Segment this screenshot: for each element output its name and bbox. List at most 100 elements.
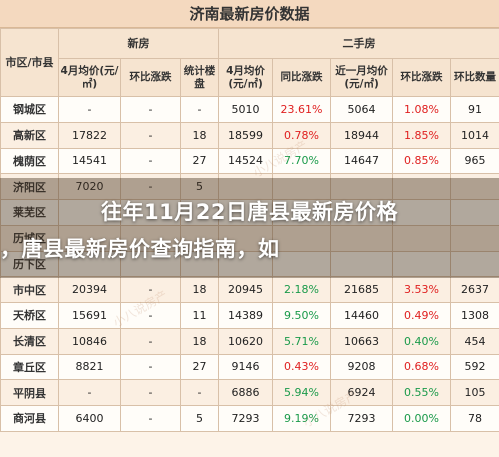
inventory-cell: 5 bbox=[179, 405, 220, 432]
sh-yoy-cell bbox=[272, 173, 332, 200]
table-row: 市中区 20394-18 20945 2.18% 21685 3.53% 2637 bbox=[0, 276, 499, 303]
sh-yoy-cell: 23.61% bbox=[272, 96, 332, 123]
district-cell: 济阳区 bbox=[0, 173, 59, 200]
sh-yoy-cell: 0.43% bbox=[272, 353, 332, 381]
district-cell: 平阴县 bbox=[0, 379, 59, 406]
second-hand-header: 二手房 bbox=[218, 28, 499, 59]
table-row: 长清区 10846-18 10620 5.71% 10663 0.40% 454 bbox=[0, 327, 499, 355]
sh-month-cell: 14460 bbox=[330, 302, 394, 329]
new-yoy-cell: - bbox=[120, 327, 181, 355]
sh-month-cell: 18944 bbox=[330, 121, 394, 149]
table-title: 济南最新房价数据 bbox=[0, 0, 499, 28]
new-avg-cell: - bbox=[58, 379, 121, 406]
new-yoy-cell bbox=[120, 250, 181, 278]
inventory-cell bbox=[179, 250, 220, 278]
new-avg-cell: - bbox=[58, 96, 121, 123]
sh-month-cell bbox=[330, 224, 394, 252]
sh-mom-cell: 0.68% bbox=[392, 353, 452, 381]
new-yoy-cell: - bbox=[120, 379, 181, 406]
sh-avg-cell: 5010 bbox=[218, 96, 274, 123]
inventory-cell bbox=[179, 224, 220, 252]
sh-yoy-cell: 0.78% bbox=[272, 121, 332, 149]
district-cell: 长清区 bbox=[0, 327, 59, 355]
sh-month-cell bbox=[330, 199, 394, 226]
inventory-cell: - bbox=[179, 379, 220, 406]
sh-mom-cell: 0.00% bbox=[392, 405, 452, 432]
sh-avg-header: 4月均价(元/㎡) bbox=[218, 58, 274, 97]
sh-mom-cell: 0.55% bbox=[392, 379, 452, 406]
inventory-cell bbox=[179, 199, 220, 226]
sh-avg-cell: 7293 bbox=[218, 405, 274, 432]
sh-yoy-cell: 7.70% bbox=[272, 147, 332, 175]
table-row: 钢城区 - - -5010 23.61% 5064 1.08% 91 bbox=[0, 96, 499, 123]
sh-avg-cell bbox=[218, 250, 274, 278]
new-yoy-cell: - bbox=[120, 405, 181, 432]
inventory-cell: - bbox=[179, 96, 220, 123]
inventory-cell: 5 bbox=[179, 173, 220, 200]
new-avg-cell: 7020 bbox=[58, 173, 121, 200]
new-avg-cell: 6400 bbox=[58, 405, 121, 432]
new-avg-cell: 10846 bbox=[58, 327, 121, 355]
new-avg-header: 4月均价(元/㎡) bbox=[58, 58, 121, 97]
new-yoy-cell: - bbox=[120, 276, 181, 303]
headline-line-1: 往年11月22日唐县最新房价格 bbox=[101, 200, 398, 224]
sh-yoy-cell bbox=[272, 224, 332, 252]
table-row: 高新区 17822-18 18599 0.78% 18944 1.85% 1014 bbox=[0, 121, 499, 149]
sh-mom-cell: 0.40% bbox=[392, 327, 452, 355]
sh-count-cell: 592 bbox=[450, 353, 499, 381]
sh-count-cell: 1014 bbox=[450, 121, 499, 149]
sh-count-cell: 91 bbox=[450, 96, 499, 123]
price-table: 市区/市县 新房 二手房 4月均价(元/㎡) 环比涨跌 统计楼盘 4月均价(元/… bbox=[0, 28, 499, 432]
sh-yoy-cell: 2.18% bbox=[272, 276, 332, 303]
table-row: 济阳区 7020-5 bbox=[0, 173, 499, 200]
district-cell: 莱芜区 bbox=[0, 199, 59, 226]
inventory-cell: 11 bbox=[179, 302, 220, 329]
sh-mom-cell: 0.49% bbox=[392, 302, 452, 329]
sh-mom-header: 环比涨跌 bbox=[392, 58, 452, 97]
new-yoy-cell bbox=[120, 224, 181, 252]
sh-count-cell: 105 bbox=[450, 379, 499, 406]
district-cell: 历城区 bbox=[0, 224, 59, 252]
new-avg-cell: 17822 bbox=[58, 121, 121, 149]
sh-mom-cell bbox=[392, 173, 452, 200]
sh-mom-cell bbox=[392, 199, 452, 226]
table-row: 平阴县 - - -6886 5.94% 6924 0.55% 105 bbox=[0, 379, 499, 406]
district-cell: 章丘区 bbox=[0, 353, 59, 381]
sh-count-cell bbox=[450, 250, 499, 278]
sh-yoy-header: 同比涨跌 bbox=[272, 58, 332, 97]
sh-count-cell: 78 bbox=[450, 405, 499, 432]
sh-avg-cell: 6886 bbox=[218, 379, 274, 406]
new-avg-cell: 14541 bbox=[58, 147, 121, 175]
new-avg-cell bbox=[58, 199, 121, 226]
table-row: 天桥区 15691-11 14389 9.50% 14460 0.49% 1308 bbox=[0, 302, 499, 329]
new-yoy-cell: - bbox=[120, 147, 181, 175]
sh-count-cell: 454 bbox=[450, 327, 499, 355]
sh-avg-cell: 10620 bbox=[218, 327, 274, 355]
sh-month-header: 近一月均价(元/㎡) bbox=[330, 58, 394, 97]
sh-month-cell: 6924 bbox=[330, 379, 394, 406]
new-yoy-header: 环比涨跌 bbox=[120, 58, 181, 97]
new-yoy-cell: - bbox=[120, 302, 181, 329]
sh-month-cell: 21685 bbox=[330, 276, 394, 303]
table-row: 历下区 bbox=[0, 250, 499, 278]
new-avg-cell bbox=[58, 224, 121, 252]
new-avg-cell: 20394 bbox=[58, 276, 121, 303]
sh-count-cell bbox=[450, 199, 499, 226]
sh-avg-cell: 9146 bbox=[218, 353, 274, 381]
sh-avg-cell: 14389 bbox=[218, 302, 274, 329]
headline-overlay bbox=[0, 178, 499, 278]
sh-yoy-cell: 5.71% bbox=[272, 327, 332, 355]
sh-avg-cell bbox=[218, 224, 274, 252]
new-avg-cell: 8821 bbox=[58, 353, 121, 381]
new-house-header: 新房 bbox=[57, 28, 220, 59]
sh-count-header: 环比数量 bbox=[450, 58, 499, 97]
sh-avg-cell bbox=[218, 173, 274, 200]
sh-avg-cell: 20945 bbox=[218, 276, 274, 303]
headline-line-2: ，唐县最新房价查询指南，如 bbox=[0, 237, 280, 261]
sh-month-cell: 7293 bbox=[330, 405, 394, 432]
table-body: 钢城区 - - -5010 23.61% 5064 1.08% 91 高新区 17822-18 18… bbox=[0, 96, 499, 432]
sh-month-cell: 14647 bbox=[330, 147, 394, 175]
sh-yoy-cell: 9.50% bbox=[272, 302, 332, 329]
sh-count-cell: 1308 bbox=[450, 302, 499, 329]
inventory-cell: 27 bbox=[179, 147, 220, 175]
